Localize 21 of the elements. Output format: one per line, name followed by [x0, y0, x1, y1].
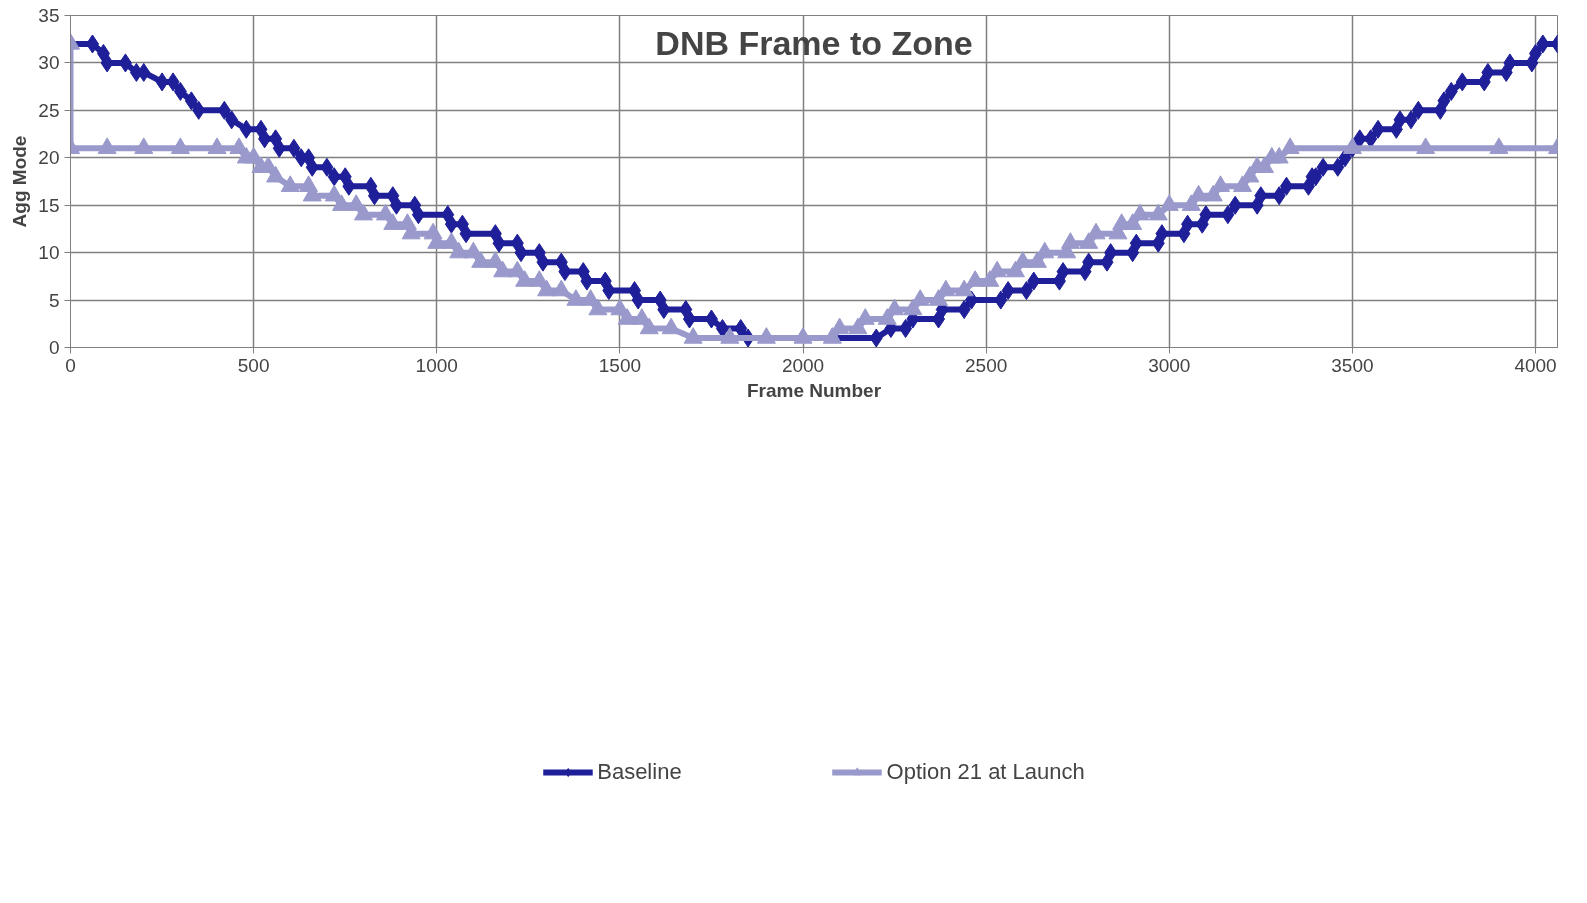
y-tick-label: 20	[38, 147, 60, 169]
x-tick-label: 3000	[1148, 354, 1191, 376]
y-tick-label: 5	[48, 289, 60, 311]
x-tick-label: 4000	[1514, 354, 1557, 376]
y-tick-label: 25	[38, 99, 60, 121]
x-tick-label: 0	[65, 354, 76, 376]
y-tick-label: 35	[38, 5, 60, 26]
x-tick-label: 1000	[415, 354, 458, 376]
legend-label: Baseline	[597, 758, 682, 785]
x-tick-label: 2500	[965, 354, 1008, 376]
x-tick-label: 500	[237, 354, 270, 376]
y-tick-label: 0	[48, 337, 60, 358]
x-tick-label: 2000	[781, 354, 825, 376]
y-tick-label: 15	[38, 194, 60, 216]
x-tick-label: 3500	[1331, 354, 1374, 376]
y-tick-label: 10	[38, 242, 60, 264]
x-tick-label: 1500	[598, 354, 642, 376]
y-tick-label: 30	[38, 52, 60, 74]
y-axis-title: Agg Mode	[9, 135, 31, 228]
legend-label: Option 21 at Launch	[886, 758, 1085, 785]
x-axis-title: Frame Number	[746, 379, 882, 401]
